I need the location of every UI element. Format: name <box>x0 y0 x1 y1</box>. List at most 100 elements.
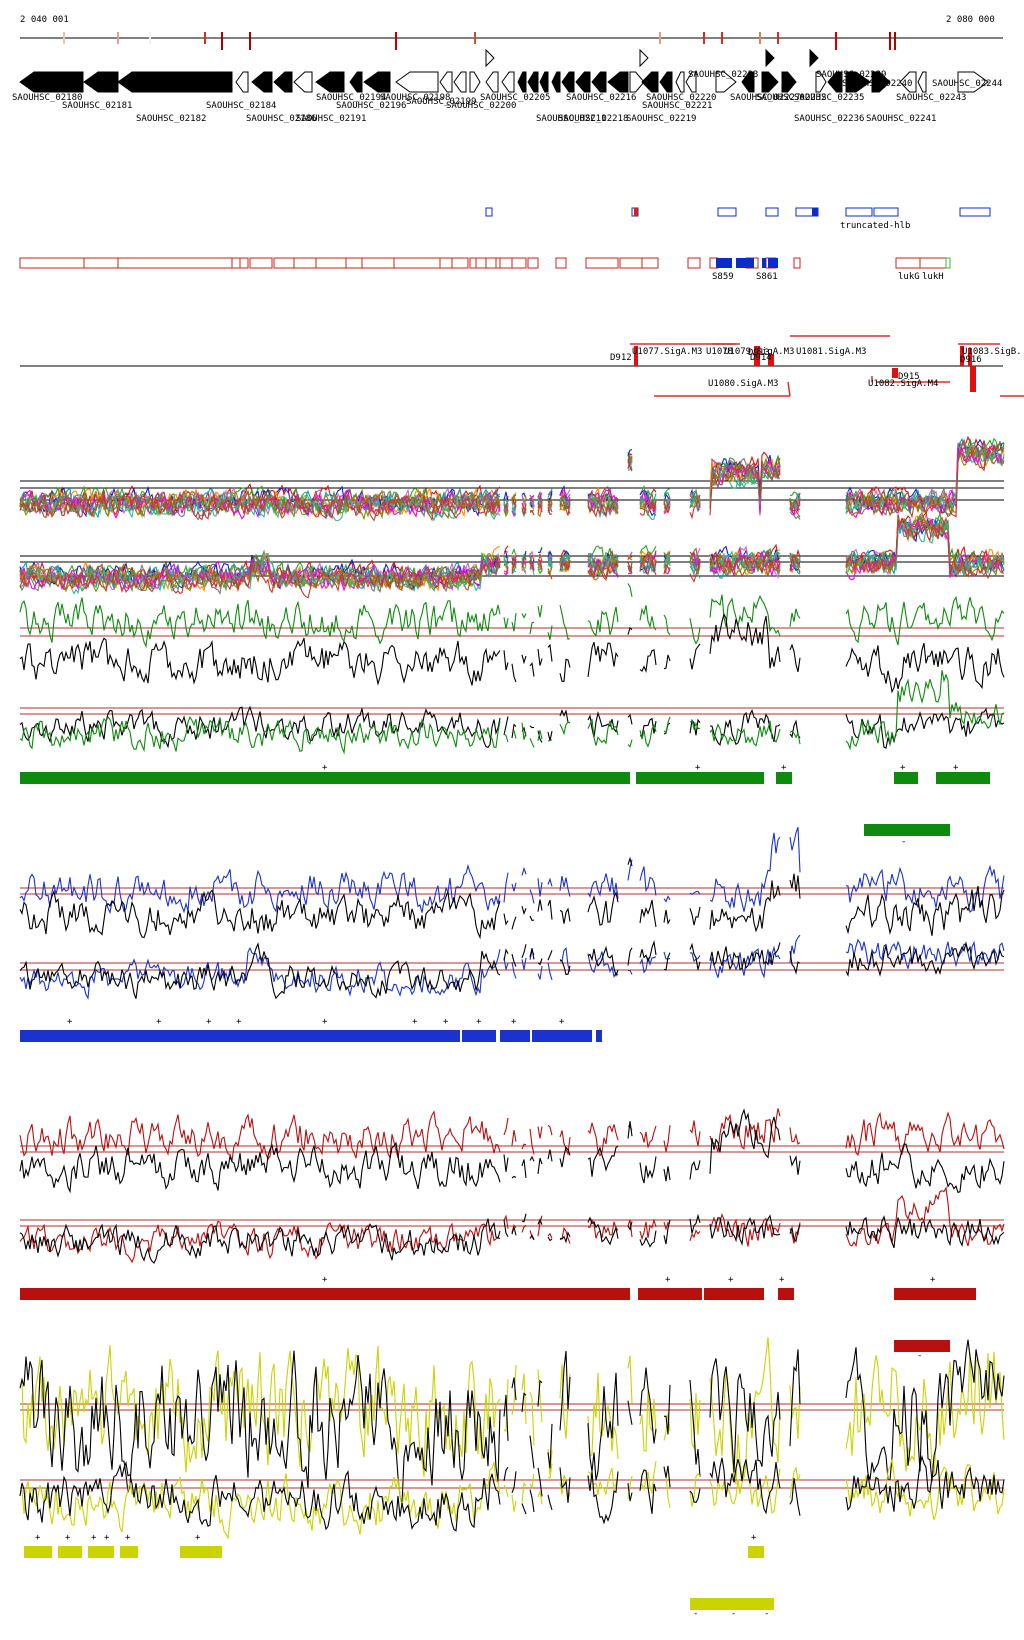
black-trace <box>511 723 517 738</box>
black-trace <box>19 637 501 686</box>
red-trace <box>627 1219 633 1238</box>
feature-box <box>634 208 638 216</box>
gene-label[interactable]: SAOUHSC_02243 <box>896 93 966 103</box>
blue-trace <box>709 945 781 979</box>
gene-label[interactable]: SAOUHSC_02223 <box>688 70 758 80</box>
black-trace <box>537 958 543 966</box>
gene-label[interactable]: SAOUHSC_02240 <box>842 79 912 89</box>
promoter-label[interactable]: U1081.SigA.M3 <box>796 347 866 357</box>
feature-label[interactable]: truncated-hlb <box>840 221 910 231</box>
promoter-label[interactable]: D914 <box>750 353 772 363</box>
sample-trace <box>529 561 535 570</box>
minus-mark: - <box>901 837 906 847</box>
promoter-label[interactable]: U1078 <box>706 347 733 357</box>
black-trace <box>663 654 671 670</box>
promoter-label[interactable]: U1080.SigA.M3 <box>708 379 778 389</box>
green-trace <box>639 723 657 748</box>
gene-arrow <box>83 71 119 93</box>
green-trace <box>627 583 633 597</box>
black-trace <box>559 1350 571 1431</box>
gene-label[interactable]: SAOUHSC_02244 <box>932 79 1002 89</box>
promoter-label[interactable]: D915 <box>898 372 920 382</box>
black-trace <box>689 1488 701 1504</box>
sample-trace <box>547 493 553 506</box>
gene-label[interactable]: SAOUHSC_02205 <box>480 93 550 103</box>
red-trace <box>537 1215 543 1237</box>
promoter-label[interactable]: D913 <box>748 348 770 358</box>
promoter-label[interactable]: U1077.SigA.M3 <box>632 347 702 357</box>
gene-label[interactable]: SAOUHSC_02181 <box>62 101 132 111</box>
gene-label[interactable]: SAOUHSC_02211 <box>536 114 606 124</box>
gene-label[interactable]: SAOUHSC_02221 <box>642 101 712 111</box>
gene-label[interactable]: SAOUHSC_02235 <box>794 93 864 103</box>
feature-label[interactable]: lukG <box>898 272 920 282</box>
red-trace <box>503 1117 509 1136</box>
sample-trace <box>503 557 509 568</box>
blue-trace <box>547 962 553 981</box>
red-trace <box>19 1220 501 1264</box>
gene-label[interactable]: SAOUHSC_02216 <box>566 93 636 103</box>
black-trace <box>689 1160 701 1180</box>
black-trace <box>663 1219 671 1245</box>
segment-bar <box>704 1288 764 1300</box>
gene-label[interactable]: SAOUHSC_02194 <box>316 93 386 103</box>
promoter-label[interactable]: U1079.SigA.M3 <box>724 347 794 357</box>
segment-bar <box>778 1288 794 1300</box>
feature-label[interactable]: S859 <box>712 272 734 282</box>
gene-label[interactable]: SAOUHSC_02182 <box>136 114 206 124</box>
gene-label[interactable]: SAOUHSC_02227 <box>730 93 800 103</box>
gene-label[interactable]: SAOUHSC_02239 <box>816 70 886 80</box>
black-trace <box>511 1471 517 1493</box>
segment-bar <box>532 1030 592 1042</box>
gene-label[interactable]: SAOUHSC_02200 <box>446 101 516 111</box>
gene-arrow <box>235 71 249 93</box>
gene-arrow <box>629 71 645 93</box>
gene-label[interactable]: SAOUHSC_02184 <box>206 101 276 111</box>
yellow-trace <box>521 1481 527 1503</box>
promoter-label[interactable]: U1083.SigB. <box>962 347 1022 357</box>
promoter-label[interactable]: D912 <box>610 353 632 363</box>
sample-trace <box>547 506 553 516</box>
black-trace <box>521 1213 527 1223</box>
gene-label[interactable]: SAOUHSC_02232 <box>756 93 826 103</box>
yellow-trace <box>19 1461 501 1540</box>
sample-trace <box>537 492 543 505</box>
feature-label[interactable]: S861 <box>756 272 778 282</box>
gene-arrow <box>363 71 391 93</box>
segment-bar <box>462 1030 496 1042</box>
gene-label[interactable]: SAOUHSC_02220 <box>646 93 716 103</box>
gene-arrow <box>19 71 84 93</box>
gene-label[interactable]: SAOUHSC_02219 <box>626 114 696 124</box>
promoter-label[interactable]: D916 <box>960 355 982 365</box>
segment-bar <box>58 1546 82 1558</box>
plus-mark: + <box>65 1533 71 1543</box>
gene-label[interactable]: SAOUHSC_02241 <box>866 114 936 124</box>
sample-trace <box>663 496 671 515</box>
feature-box <box>393 257 441 269</box>
gene-label[interactable]: SAOUHSC_02199 <box>406 97 476 107</box>
gene-arrow <box>439 71 453 93</box>
yellow-trace <box>511 1365 517 1416</box>
yellow-trace <box>529 1473 535 1489</box>
red-trace <box>587 1122 619 1157</box>
gene-label[interactable]: SAOUHSC_02198 <box>380 93 450 103</box>
sample-trace <box>19 491 501 522</box>
promoter-mark <box>634 346 638 366</box>
green-trace <box>689 719 701 731</box>
gene-label[interactable]: SAOUHSC_02218 <box>558 114 628 124</box>
gene-label[interactable]: SAOUHSC_02196 <box>336 101 406 111</box>
green-trace <box>587 606 619 637</box>
sample-trace <box>689 558 701 583</box>
gene-label[interactable]: SAOUHSC_02180 <box>12 93 82 103</box>
sample-trace <box>521 498 527 507</box>
gene-label[interactable]: SAOUHSC_02236 <box>794 114 864 124</box>
promoter-label[interactable]: U1082.SigA.M4 <box>868 379 938 389</box>
sample-trace <box>639 491 657 507</box>
plus-mark: + <box>236 1017 242 1027</box>
gene-label[interactable]: SAOUHSC_02186 <box>246 114 316 124</box>
blue-trace <box>537 878 543 897</box>
feature-box <box>315 257 347 269</box>
feature-label[interactable]: lukH <box>922 272 944 282</box>
gene-label[interactable]: SAOUHSC_02191 <box>296 114 366 124</box>
